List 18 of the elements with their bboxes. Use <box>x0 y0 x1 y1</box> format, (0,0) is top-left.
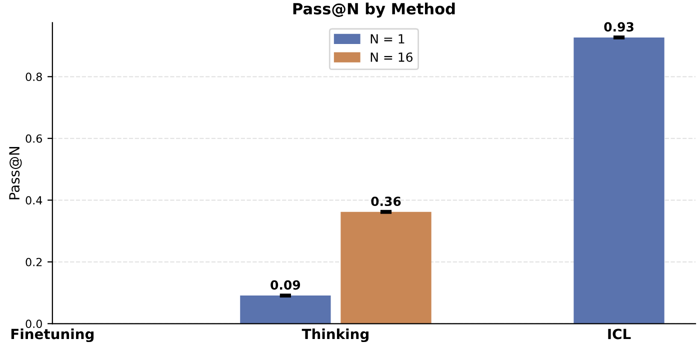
legend-label: N = 1 <box>370 34 404 44</box>
bar <box>574 37 664 324</box>
data-label: 0.09 <box>270 280 300 290</box>
bar <box>340 212 432 324</box>
data-label: 0.93 <box>604 22 634 32</box>
bar <box>240 296 331 324</box>
y-tick-label: 0.0 <box>26 320 42 328</box>
y-tick-label: 0.8 <box>26 72 42 82</box>
y-axis-title: Pass@N <box>9 146 22 200</box>
y-tick-label: 0.2 <box>26 258 42 266</box>
x-tick-label: Finetuning <box>11 328 94 342</box>
y-tick-label: 0.4 <box>26 196 42 205</box>
y-tick-label: 0.6 <box>26 134 42 143</box>
legend-label: N = 16 <box>370 52 413 62</box>
data-label: 0.36 <box>371 196 401 206</box>
x-tick-label: Thinking <box>302 328 368 342</box>
x-tick-label: ICL <box>608 328 631 340</box>
chart-title: Pass@N by Method <box>293 2 455 18</box>
